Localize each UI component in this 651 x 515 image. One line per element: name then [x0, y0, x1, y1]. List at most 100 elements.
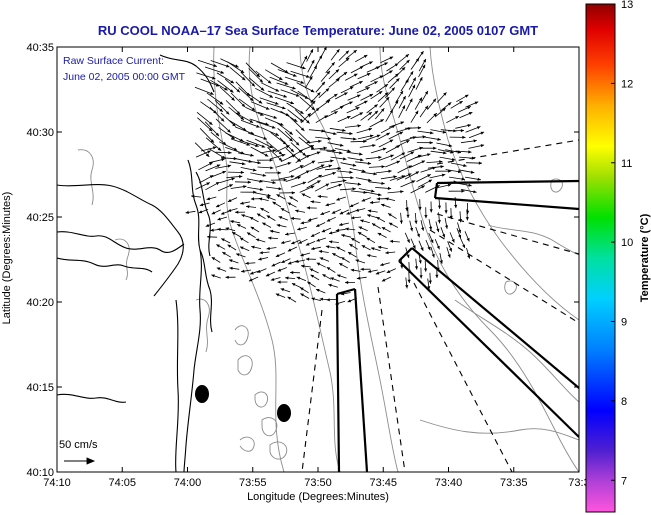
current-vector	[245, 91, 263, 104]
current-vector-head	[318, 139, 322, 143]
current-vector-head	[415, 171, 420, 175]
current-vector-head	[212, 146, 217, 150]
current-vector	[210, 60, 230, 68]
current-vector-head	[349, 244, 353, 248]
current-vector-head	[207, 235, 211, 239]
current-vector-head	[277, 268, 282, 272]
current-vector-head	[357, 94, 361, 98]
current-vector-head	[333, 93, 338, 97]
current-vector-head	[399, 131, 403, 135]
current-vector-head	[249, 97, 254, 101]
current-vector-head	[321, 129, 325, 133]
current-vector-head	[228, 151, 232, 155]
current-vector-head	[269, 94, 273, 98]
current-vector-head	[364, 100, 368, 104]
current-vector-head	[394, 63, 399, 67]
current-vector-head	[419, 77, 423, 81]
current-vector	[248, 68, 264, 83]
current-vector-head	[241, 76, 246, 81]
current-vector-head	[432, 98, 437, 103]
current-vector-head	[368, 112, 372, 116]
current-vector	[238, 87, 254, 102]
current-vector-head	[241, 269, 245, 273]
current-vector-head	[407, 279, 411, 283]
current-vector-head	[463, 163, 467, 168]
current-vector	[227, 61, 245, 74]
current-vector-head	[262, 222, 266, 226]
current-vector	[230, 92, 246, 108]
current-vector-head	[213, 110, 217, 114]
current-vector-head	[309, 76, 313, 80]
current-vector-head	[360, 158, 364, 162]
current-vector-head	[291, 241, 295, 245]
current-vector-head	[412, 84, 415, 89]
current-vector-head	[477, 126, 481, 130]
current-vector	[218, 141, 238, 151]
current-vector-head	[410, 227, 414, 232]
current-vector-head	[229, 259, 233, 263]
current-vector-head	[229, 266, 233, 270]
current-vector-head	[381, 203, 385, 207]
current-vector	[239, 140, 259, 147]
current-vector-head	[257, 161, 261, 165]
current-vector-head	[378, 155, 382, 159]
current-vector-head	[433, 113, 437, 117]
current-vector-head	[344, 92, 348, 96]
current-vector-head	[249, 217, 254, 220]
current-vector-head	[451, 238, 455, 243]
current-vector-head	[369, 134, 374, 138]
current-vector-head	[267, 80, 272, 84]
current-vector	[290, 89, 309, 100]
current-vector-head	[437, 220, 441, 224]
current-vector-head	[400, 190, 404, 194]
current-vector-head	[265, 273, 270, 277]
current-vector-head	[319, 257, 324, 261]
current-vector-head	[439, 260, 443, 264]
current-vector-head	[447, 254, 451, 258]
current-vector	[280, 89, 300, 97]
current-vector	[290, 142, 307, 157]
current-vector-head	[442, 108, 446, 112]
current-vector-head	[458, 234, 462, 239]
current-vector	[277, 69, 297, 77]
current-vector-head	[220, 118, 225, 122]
current-vector-head	[441, 173, 446, 177]
current-vector-head	[386, 270, 391, 273]
current-vector-head	[290, 216, 295, 221]
current-vector-head	[430, 131, 434, 135]
current-vector	[289, 116, 305, 132]
current-vector-head	[428, 280, 432, 284]
current-vector-head	[470, 170, 475, 174]
y-tick-label: 40:10	[26, 467, 54, 479]
current-vector-head	[436, 245, 440, 250]
current-vector-head	[376, 134, 381, 138]
current-vector-head	[266, 246, 270, 250]
x-axis-label: Longitude (Degrees:Minutes)	[247, 491, 389, 503]
x-tick-label: 73:3	[568, 477, 589, 489]
current-vector-head	[428, 179, 432, 183]
current-vector-head	[269, 229, 274, 233]
current-vector	[215, 118, 231, 133]
current-vector-head	[468, 183, 472, 187]
x-tick-label: 74:00	[174, 477, 202, 489]
current-vector-head	[276, 224, 281, 228]
current-vector-head	[380, 263, 384, 267]
buoy-marker-south	[277, 404, 291, 422]
y-tick-label: 40:30	[26, 127, 54, 139]
current-vector	[246, 139, 266, 148]
current-vector-head	[424, 105, 429, 110]
current-vector	[256, 121, 276, 129]
current-vector-head	[247, 232, 251, 236]
current-vector-head	[299, 165, 304, 169]
current-vector-head	[288, 261, 292, 265]
current-vector-head	[401, 152, 405, 156]
current-vector	[228, 120, 247, 131]
current-vector-head	[249, 119, 254, 123]
current-vector-head	[352, 187, 356, 191]
current-vector	[274, 96, 295, 105]
current-vector-head	[429, 209, 433, 213]
current-vector	[264, 69, 283, 81]
current-vector-head	[346, 211, 350, 215]
current-vector-head	[461, 189, 465, 193]
